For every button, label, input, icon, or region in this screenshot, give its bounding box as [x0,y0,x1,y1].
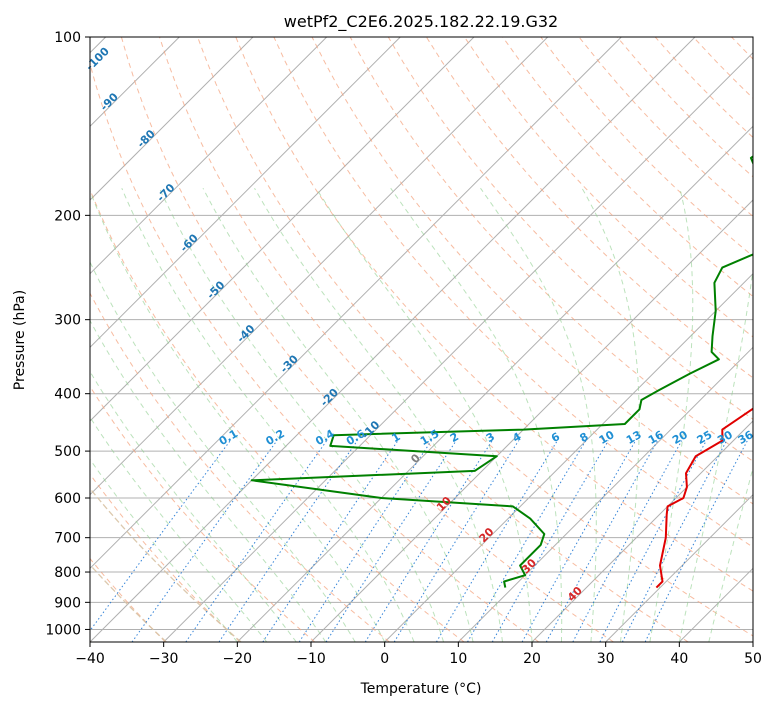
mixing-ratio-line [325,440,457,642]
temperature-profile-line [655,407,753,589]
mixing-ratio-line [393,440,520,642]
y-tick-label: 100 [54,30,81,46]
isotherm [90,37,401,349]
mixing-ratio-line [572,440,683,642]
isotherm [310,199,753,642]
x-tick-label: −40 [75,651,105,667]
isotherm [90,37,549,496]
moist-adiabat [90,319,327,642]
dry-adiabat [197,37,753,637]
moist-adiabat [90,260,356,642]
y-tick-label: 900 [54,595,81,611]
moist-adiabat [390,187,563,642]
dry-adiabat [273,37,753,548]
dry-adiabat [235,37,753,592]
y-tick-label: 1000 [45,622,81,638]
mixing-ratio-line [131,440,278,642]
x-tick-label: −20 [223,651,253,667]
dry-adiabat [90,473,241,642]
y-tick-label: 300 [54,313,81,329]
dry-adiabat [90,292,390,642]
mixing-ratio-line [90,440,231,632]
dry-adiabat [349,37,753,462]
dry-adiabat [464,37,753,338]
dry-adiabat [120,37,614,642]
x-tick-label: 30 [597,651,615,667]
mixing-ratio-line [435,440,558,642]
x-axis: −40 −30 −20 −10 0 10 20 30 40 50 [75,642,762,667]
plot-frame [89,36,754,643]
moist-adiabat [90,189,386,642]
chart-title: wetPf2_C2E6.2025.182.22.19.G32 [284,12,558,32]
mixing-ratio-line [491,440,609,642]
moist-adiabat [254,187,503,642]
moist-adiabat [678,265,753,642]
isotherm [236,125,753,642]
isotherm [531,420,753,642]
mixing-ratio-line [521,440,637,642]
moist-adiabat [90,370,297,642]
moist-adiabat [202,187,474,642]
dry-adiabat [311,37,753,505]
moist-adiabat [581,187,640,642]
x-tick-label: 40 [670,651,688,667]
isotherm [90,37,475,422]
isotherm [605,493,753,642]
x-tick-label: 0 [380,651,389,667]
isotherm [384,272,753,642]
isotherm [90,37,696,642]
mixing-ratio-line [644,440,748,642]
moist-adiabat [708,466,753,642]
dewpoint-profile-line [250,155,753,588]
y-tick-label: 400 [54,387,81,403]
y-tick-label: 500 [54,444,81,460]
y-axis-label: Pressure (hPa) [12,290,28,390]
moist-adiabat [480,187,597,642]
mixing-ratio-line [298,440,432,642]
y-axis: 100 200 300 400 500 600 700 800 900 1000 [45,30,90,638]
y-tick-label: 600 [54,491,81,507]
moist-adiabat [90,416,268,642]
dry-adiabat [90,188,465,642]
dry-adiabat [90,62,540,642]
isotherm [90,37,254,201]
series-layer [250,155,753,589]
y-tick-label: 800 [54,565,81,581]
mixing-ratio-line [364,440,493,642]
x-tick-label: 20 [523,651,541,667]
moist-adiabat [315,187,533,642]
mixing-ratio-line [262,440,399,642]
plot-area [90,37,753,642]
moist-adiabat [158,187,445,642]
y-tick-label: 700 [54,531,81,547]
dry-adiabat [159,37,689,642]
x-tick-label: 10 [449,651,467,667]
x-axis-label: Temperature (°C) [360,681,482,697]
x-tick-label: −30 [149,651,179,667]
isotherm [90,37,328,275]
mixing-ratio-line [545,440,659,642]
dry-adiabat [90,385,316,642]
dry-adiabat [90,557,166,642]
isotherm [163,51,753,642]
x-tick-label: −10 [296,651,326,667]
isotherm [90,37,622,570]
y-tick-label: 200 [54,208,81,224]
mixing-ratio-line [467,440,587,642]
x-tick-label: 50 [744,651,762,667]
